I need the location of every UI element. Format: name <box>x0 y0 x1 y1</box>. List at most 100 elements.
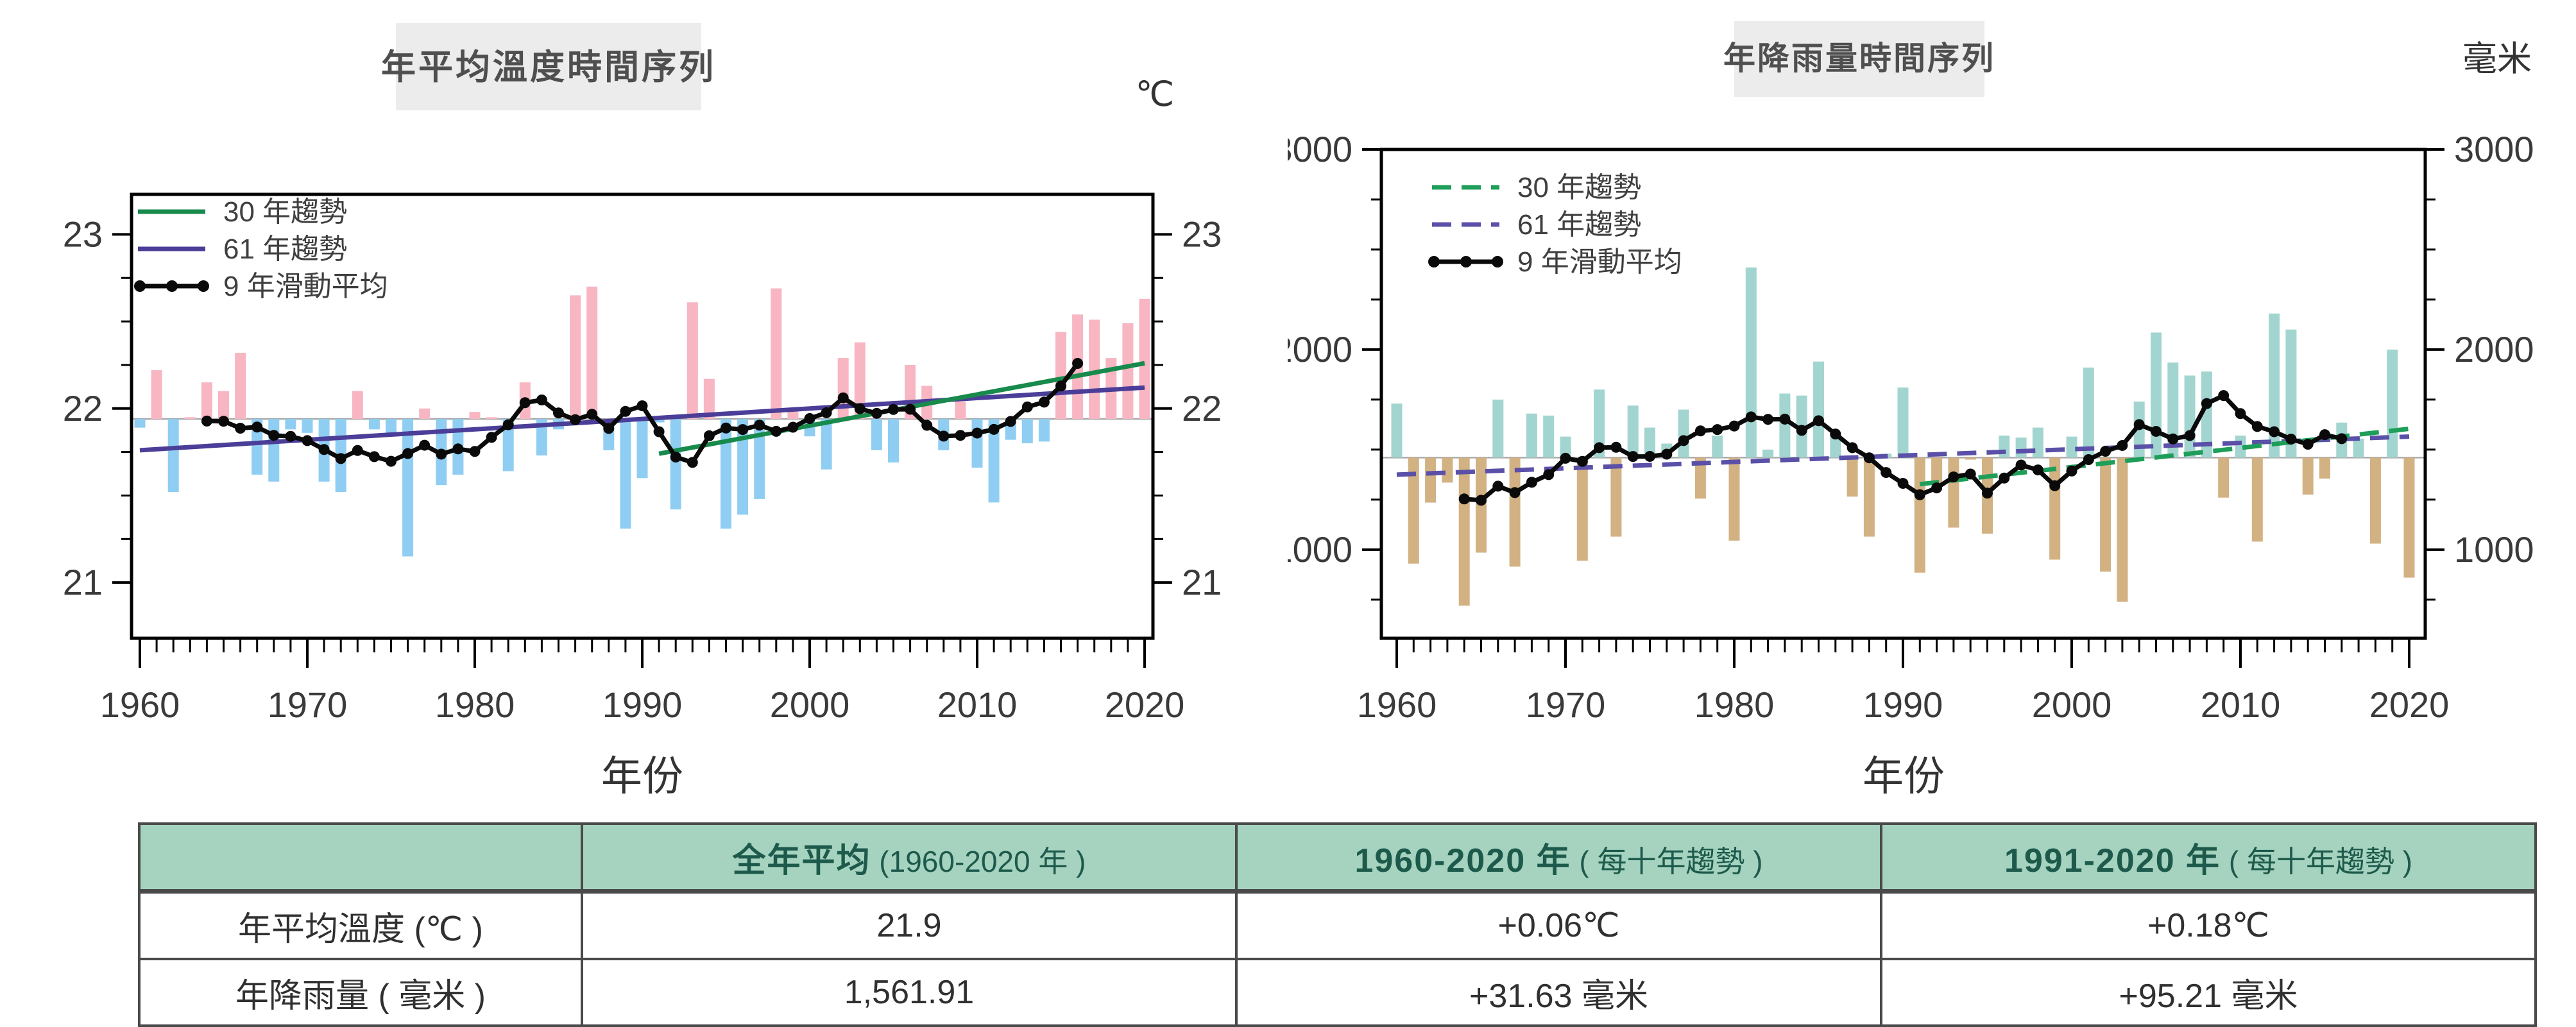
bar-1965 <box>218 391 229 420</box>
x-tick-label: 1980 <box>435 684 515 725</box>
y-tick-label: 1000 <box>1288 529 1352 570</box>
temperature-mean-value: 21.9 <box>581 890 1238 960</box>
moving-average-point <box>1458 493 1470 505</box>
moving-average-point <box>1678 435 1689 446</box>
bar-2006 <box>2167 362 2179 458</box>
trend-30yr-line <box>1919 426 2410 487</box>
temperature-plot-area: 21 21 22 22 23 23 1960 1970 1980 1990 2000 2010 2020 <box>63 192 1222 725</box>
legend-ma-dot <box>1492 256 1503 267</box>
bar-1981 <box>486 417 497 420</box>
bar-1991 <box>1914 457 1925 573</box>
bar-1970 <box>1560 436 1571 458</box>
legend-ma-dot <box>198 280 209 292</box>
y-tick-label: 3000 <box>1288 129 1352 169</box>
x-tick-label: 1970 <box>1526 684 1606 725</box>
moving-average-point <box>837 392 849 403</box>
rainfall-chart-title: 年降雨量時間序列 <box>1723 21 1993 97</box>
moving-average-point <box>1728 420 1740 432</box>
moving-average-point <box>754 420 765 431</box>
trend-61yr-line <box>1396 434 2410 477</box>
x-tick-label: 1970 <box>268 684 348 725</box>
moving-average-point <box>871 407 882 419</box>
moving-average-point <box>352 445 363 456</box>
moving-average-point <box>2235 408 2246 420</box>
bar-1996 <box>737 419 749 515</box>
bar-2014 <box>1038 419 1050 442</box>
bar-2004 <box>871 419 882 450</box>
temperature-trend61-value: +0.06℃ <box>1235 890 1882 960</box>
bar-2019 <box>2387 349 2398 458</box>
moving-average-point <box>2336 433 2348 445</box>
moving-average-point <box>1021 401 1033 412</box>
bar-1996 <box>1999 436 2010 458</box>
moving-average-point <box>218 416 229 427</box>
bar-2010 <box>971 419 983 468</box>
moving-average-point <box>1847 442 1858 454</box>
moving-average-point <box>252 421 263 433</box>
bar-2019 <box>1122 323 1134 420</box>
legend-trend61-label: 61 年趨勢 <box>223 233 347 265</box>
moving-average-point <box>1627 451 1639 463</box>
moving-average-point <box>1796 425 1807 436</box>
y-tick-label: 23 <box>63 214 103 254</box>
y-tick-label: 22 <box>63 388 103 429</box>
bar-1993 <box>687 302 698 420</box>
bar-1985 <box>1813 361 1824 458</box>
bar-2003 <box>854 342 866 420</box>
title-text: 年平均溫度時間序列 <box>381 48 716 87</box>
moving-average-point <box>938 430 950 442</box>
header-rest-text: ( 每十年趨勢 ) <box>2221 844 2413 878</box>
moving-average-point <box>2218 390 2230 402</box>
moving-average-point <box>1999 472 2010 484</box>
legend: 30 年趨勢 61 年趨勢 9 年滑動平均 <box>134 196 388 302</box>
bar-1964 <box>1458 457 1470 606</box>
bar-1986 <box>570 295 581 420</box>
moving-average-point <box>670 451 681 463</box>
moving-average-point <box>486 432 497 443</box>
moving-average-point <box>419 439 431 451</box>
moving-average-point <box>2133 419 2145 430</box>
moving-average-point <box>553 407 564 419</box>
bar-2015 <box>1055 332 1066 420</box>
moving-average-point <box>2151 425 2162 437</box>
bar-1963 <box>184 417 196 420</box>
bar-1976 <box>402 419 414 557</box>
bar-1974 <box>1627 405 1639 458</box>
bar-2017 <box>1089 319 1100 420</box>
bar-1993 <box>1948 457 1959 528</box>
moving-average-point <box>2117 439 2128 451</box>
climate-summary-table: 全年平均 (1960-2020 年 ) 1960-2020 年 ( 每十年趨勢 … <box>138 822 2537 1027</box>
bar-2011 <box>988 419 1000 503</box>
bar-2013 <box>2285 329 2297 458</box>
moving-average-point <box>1712 424 1723 436</box>
moving-average-point <box>888 403 899 415</box>
bar-1983 <box>1779 393 1791 458</box>
moving-average-point <box>318 444 330 455</box>
moving-average-point <box>1863 452 1875 464</box>
moving-average-point <box>1897 478 1909 489</box>
bar-1969 <box>285 419 296 430</box>
legend-ma-dot <box>134 280 146 292</box>
moving-average-point <box>235 423 246 434</box>
x-tick-label: 2010 <box>937 684 1018 725</box>
title-background <box>396 23 701 110</box>
temperature-chart: 21 21 22 22 23 23 1960 1970 1980 1990 2000 2010 2020… <box>63 23 1222 799</box>
bar-1991 <box>653 419 665 423</box>
moving-average-point <box>971 427 983 439</box>
moving-average-point <box>703 430 715 441</box>
legend-ma-label: 9 年滑動平均 <box>223 271 388 302</box>
bar-1973 <box>1610 457 1622 537</box>
x-axis-title: 年份 <box>1863 753 1945 799</box>
moving-average-point <box>1038 396 1050 408</box>
moving-average-point <box>603 423 615 434</box>
bar-1994 <box>703 378 715 420</box>
temperature-chart-panel: 21 21 22 22 23 23 1960 1970 1980 1990 2000 2010 2020… <box>0 0 1288 824</box>
moving-average-point <box>988 423 1000 435</box>
rainfall-chart: 1000 1000 2000 2000 3000 3000 1960 1970 1980 1990… <box>1288 21 2534 799</box>
moving-average-point <box>2083 454 2094 465</box>
y-tick-label: 22 <box>1182 388 1222 429</box>
bar-1982 <box>1762 449 1774 458</box>
header-strong-text: 1960-2020 年 <box>1354 842 1571 879</box>
moving-average-point <box>1881 467 1892 479</box>
